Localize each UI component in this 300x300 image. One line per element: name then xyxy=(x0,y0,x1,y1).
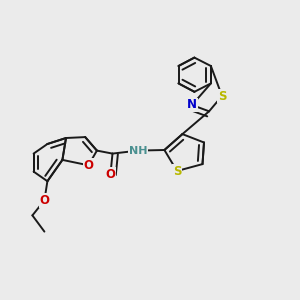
Text: NH: NH xyxy=(129,146,147,156)
Text: O: O xyxy=(39,194,50,207)
Text: S: S xyxy=(218,89,226,103)
Text: O: O xyxy=(105,168,116,181)
Text: N: N xyxy=(187,98,197,112)
Text: O: O xyxy=(83,159,94,172)
Text: S: S xyxy=(173,164,181,178)
